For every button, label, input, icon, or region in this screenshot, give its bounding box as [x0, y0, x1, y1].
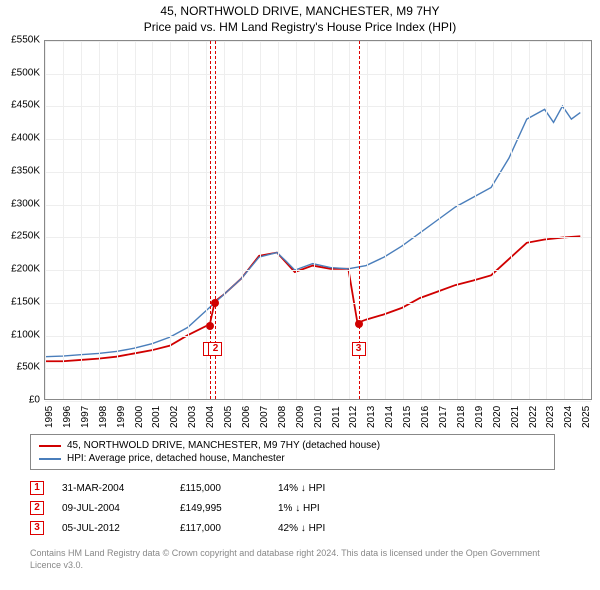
- sale-price: £117,000: [180, 523, 260, 534]
- y-tick-label: £150K: [11, 296, 40, 307]
- sale-price: £149,995: [180, 503, 260, 514]
- x-tick-label: 2020: [492, 406, 503, 428]
- legend-item: 45, NORTHWOLD DRIVE, MANCHESTER, M9 7HY …: [39, 439, 546, 452]
- x-tick-label: 1996: [62, 406, 73, 428]
- chart-svg: [45, 41, 591, 399]
- sale-hpi: 42% ↓ HPI: [278, 523, 378, 534]
- x-tick-label: 2018: [456, 406, 467, 428]
- sale-price: £115,000: [180, 483, 260, 494]
- sale-row: 3 05-JUL-2012 £117,000 42% ↓ HPI: [30, 518, 378, 538]
- y-tick-label: £350K: [11, 165, 40, 176]
- y-axis-labels: £0£50K£100K£150K£200K£250K£300K£350K£400…: [0, 40, 42, 400]
- x-tick-label: 2005: [223, 406, 234, 428]
- sale-index-box: 3: [30, 521, 44, 535]
- x-tick-label: 2016: [420, 406, 431, 428]
- x-tick-label: 2003: [187, 406, 198, 428]
- x-tick-label: 2013: [366, 406, 377, 428]
- y-tick-label: £500K: [11, 67, 40, 78]
- y-tick-label: £200K: [11, 264, 40, 275]
- x-tick-label: 2017: [438, 406, 449, 428]
- x-tick-label: 2024: [563, 406, 574, 428]
- y-tick-label: £300K: [11, 198, 40, 209]
- plot-area: 123: [44, 40, 592, 400]
- chart: £0 £50K £100K £150K £200K £250K £300K £350K £400…: [0, 40, 600, 430]
- sale-marker-box: 2: [208, 342, 222, 356]
- x-tick-label: 2004: [205, 406, 216, 428]
- footer-text: Contains HM Land Registry data © Crown c…: [30, 548, 570, 571]
- x-tick-label: 2019: [474, 406, 485, 428]
- x-tick-label: 2023: [545, 406, 556, 428]
- x-tick-label: 2010: [313, 406, 324, 428]
- x-tick-label: 2015: [402, 406, 413, 428]
- legend-swatch: [39, 445, 61, 447]
- x-tick-label: 1995: [44, 406, 55, 428]
- x-tick-label: 2021: [510, 406, 521, 428]
- sale-row: 2 09-JUL-2004 £149,995 1% ↓ HPI: [30, 498, 378, 518]
- y-tick-label: £50K: [17, 362, 40, 373]
- y-tick-label: £0: [29, 395, 40, 406]
- x-tick-label: 2007: [259, 406, 270, 428]
- sale-hpi: 1% ↓ HPI: [278, 503, 378, 514]
- sale-date: 09-JUL-2004: [62, 503, 162, 514]
- x-tick-label: 1997: [80, 406, 91, 428]
- page-title: 45, NORTHWOLD DRIVE, MANCHESTER, M9 7HY: [0, 0, 600, 18]
- sale-index-box: 1: [30, 481, 44, 495]
- legend-label: 45, NORTHWOLD DRIVE, MANCHESTER, M9 7HY …: [67, 440, 380, 451]
- legend-swatch: [39, 458, 61, 460]
- sale-date: 31-MAR-2004: [62, 483, 162, 494]
- sale-index-box: 2: [30, 501, 44, 515]
- sale-dot: [206, 322, 214, 330]
- x-tick-label: 2025: [581, 406, 592, 428]
- x-tick-label: 2022: [528, 406, 539, 428]
- y-tick-label: £100K: [11, 329, 40, 340]
- x-axis-labels: 1995 1996 1997 1998 1999 2000 2001 2002 2003 2004…: [44, 402, 592, 430]
- x-tick-label: 2012: [348, 406, 359, 428]
- y-tick-label: £550K: [11, 35, 40, 46]
- x-tick-label: 2006: [241, 406, 252, 428]
- y-tick-label: £400K: [11, 133, 40, 144]
- sale-dot: [355, 320, 363, 328]
- x-tick-label: 2008: [277, 406, 288, 428]
- y-tick-label: £250K: [11, 231, 40, 242]
- x-tick-label: 2011: [331, 406, 342, 428]
- sale-row: 1 31-MAR-2004 £115,000 14% ↓ HPI: [30, 478, 378, 498]
- sale-date: 05-JUL-2012: [62, 523, 162, 534]
- legend: 45, NORTHWOLD DRIVE, MANCHESTER, M9 7HY …: [30, 434, 555, 470]
- x-tick-label: 1998: [98, 406, 109, 428]
- y-tick-label: £450K: [11, 100, 40, 111]
- x-tick-label: 2009: [295, 406, 306, 428]
- legend-label: HPI: Average price, detached house, Manc…: [67, 453, 285, 464]
- x-tick-label: 2014: [384, 406, 395, 428]
- sale-hpi: 14% ↓ HPI: [278, 483, 378, 494]
- sales-table: 1 31-MAR-2004 £115,000 14% ↓ HPI 2 09-JUL-200…: [30, 478, 378, 538]
- x-tick-label: 1999: [116, 406, 127, 428]
- x-tick-label: 2001: [151, 406, 162, 428]
- sale-marker-box: 3: [352, 342, 366, 356]
- x-tick-label: 2000: [134, 406, 145, 428]
- sale-dot: [211, 299, 219, 307]
- x-tick-label: 2002: [169, 406, 180, 428]
- page-subtitle: Price paid vs. HM Land Registry's House …: [0, 18, 600, 38]
- legend-item: HPI: Average price, detached house, Manc…: [39, 452, 546, 465]
